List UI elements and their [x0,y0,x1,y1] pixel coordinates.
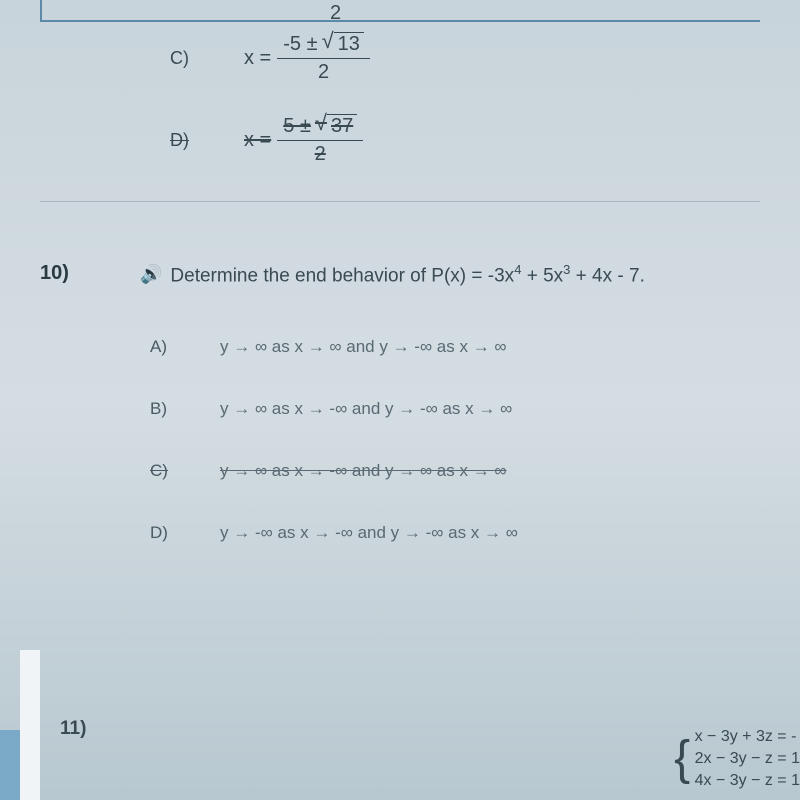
question-9-partial: 2 C) x = -5 ± √ 13 2 D) [40,32,760,202]
q10-option-c[interactable]: C) y → ∞ as x → -∞ and y → ∞ as x → ∞ [150,461,760,481]
prev-question-border [40,0,760,22]
question-number-10: 10) [40,262,80,285]
screen-edge-white [20,650,40,800]
q11-system: { x − 3y + 3z = - 2x − 3y − z = 1 4x − 3… [674,726,800,792]
sys-row-2: 2x − 3y − z = 1 [695,748,800,770]
prev-frag-denom: 2 [330,2,341,25]
q10-option-d[interactable]: D) y → -∞ as x → -∞ and y → -∞ as x → ∞ [150,523,760,543]
question-10-options: A) y → ∞ as x → ∞ and y → -∞ as x → ∞ B)… [140,337,760,543]
sys-row-1: x − 3y + 3z = - [695,726,800,748]
question-10-prompt: 🔊 Determine the end behavior of P(x) = -… [140,262,760,287]
opt-d-text: y → -∞ as x → -∞ and y → -∞ as x → ∞ [220,523,518,543]
opt-b-label: B) [150,399,170,419]
question-number-11: 11) [60,718,86,740]
sqrt-d: √ 37 [315,114,357,138]
opt-c-text: y → ∞ as x → -∞ and y → ∞ as x → ∞ [220,461,507,481]
q10-option-a[interactable]: A) y → ∞ as x → ∞ and y → -∞ as x → ∞ [150,337,760,357]
q9-option-c[interactable]: C) x = -5 ± √ 13 2 [170,32,760,84]
formula-d: x = 5 ± √ 37 2 [244,114,363,166]
fraction-d: 5 ± √ 37 2 [277,114,363,166]
opt-b-text: y → ∞ as x → -∞ and y → -∞ as x → ∞ [220,399,512,419]
opt-d-label: D) [150,523,170,543]
opt-c-label: C) [150,461,170,481]
sqrt-c: √ 13 [322,32,364,56]
worksheet-page: 2 C) x = -5 ± √ 13 2 D) [0,0,800,800]
option-label-c: C) [170,48,194,69]
opt-a-label: A) [150,337,170,357]
question-10: 10) 🔊 Determine the end behavior of P(x)… [40,262,760,543]
formula-c: x = -5 ± √ 13 2 [244,32,370,84]
brace-icon: { [674,751,690,767]
q9-option-d[interactable]: D) x = 5 ± √ 37 2 [170,114,760,166]
q10-option-b[interactable]: B) y → ∞ as x → -∞ and y → -∞ as x → ∞ [150,399,760,419]
sys-row-3: 4x − 3y − z = 1 [695,770,800,792]
audio-icon[interactable]: 🔊 [140,264,162,285]
screen-edge-blue [0,730,20,800]
option-label-d: D) [170,130,194,151]
question-10-body: 🔊 Determine the end behavior of P(x) = -… [140,262,760,543]
fraction-c: -5 ± √ 13 2 [277,32,370,84]
opt-a-text: y → ∞ as x → ∞ and y → -∞ as x → ∞ [220,337,507,357]
